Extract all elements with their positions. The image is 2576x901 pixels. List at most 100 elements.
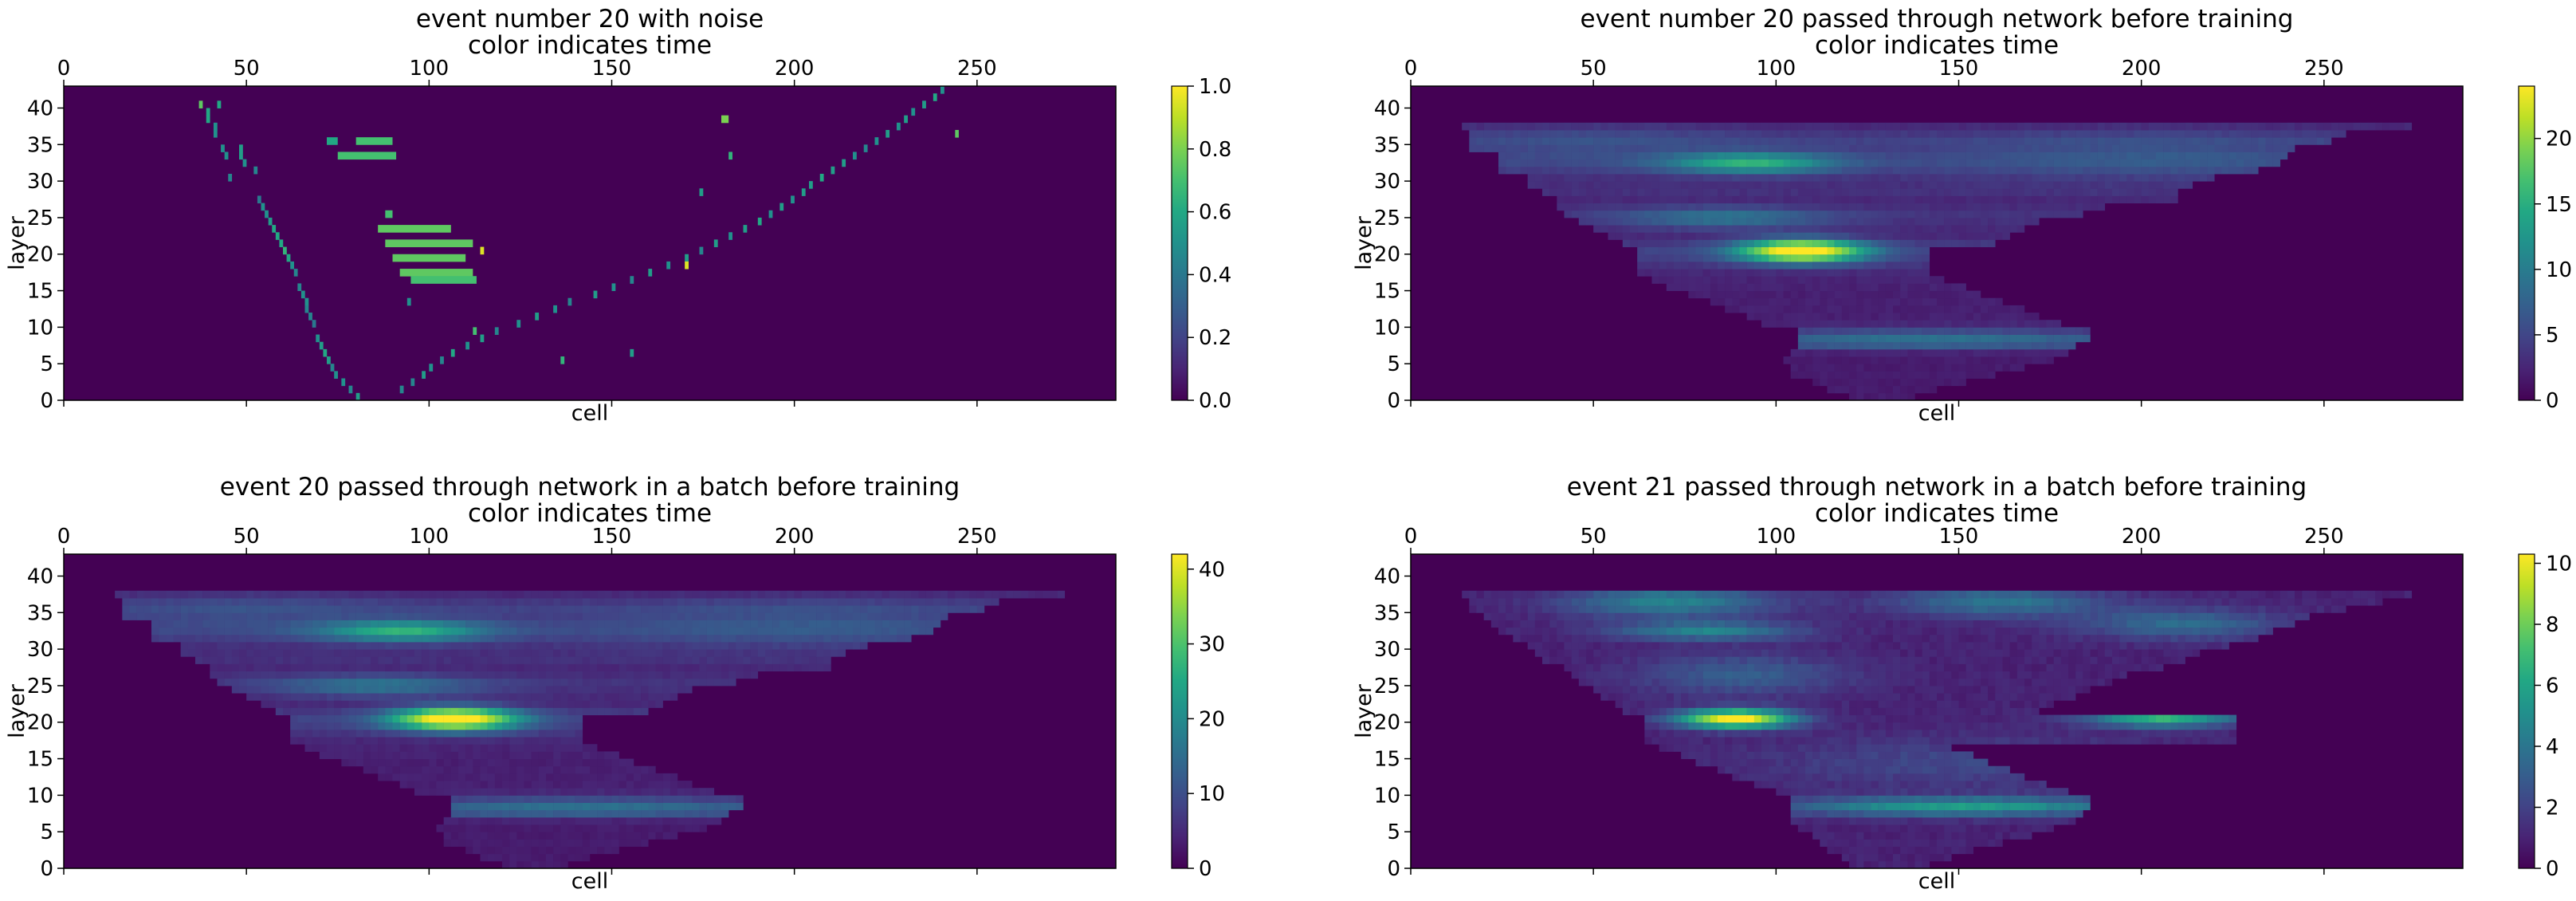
- heatmap-cell: [2104, 144, 2113, 152]
- heatmap-cell: [1586, 173, 1594, 182]
- heatmap-cell: [1776, 144, 1784, 152]
- heatmap-cell: [1681, 217, 1689, 226]
- heatmap-cell: [429, 788, 437, 796]
- heatmap-cell: [465, 781, 473, 789]
- heatmap-cell: [1797, 232, 1806, 240]
- heatmap-cell: [575, 758, 583, 767]
- heatmap-cell: [1929, 348, 1938, 357]
- heatmap-cell: [2097, 195, 2106, 204]
- heatmap-cell: [1769, 188, 1777, 196]
- heatmap-cell: [1688, 232, 1696, 240]
- heatmap-cell: [1695, 144, 1703, 152]
- heatmap-cell: [1790, 173, 1799, 182]
- heatmap-cell: [575, 641, 583, 650]
- heatmap-cell: [195, 590, 203, 599]
- heatmap-cell: [567, 590, 575, 599]
- heatmap-cell: [2134, 181, 2142, 189]
- heatmap-cell: [655, 634, 663, 643]
- heatmap-cell: [465, 816, 473, 825]
- heatmap-cell: [618, 816, 627, 825]
- heatmap-cell: [480, 634, 488, 643]
- heatmap-cell: [1841, 846, 1850, 855]
- heatmap-cell: [422, 634, 430, 643]
- heatmap-cell: [1739, 217, 1747, 226]
- heatmap-cell: [327, 649, 335, 657]
- heatmap-cell: [1878, 816, 1887, 825]
- heatmap-cell: [2170, 166, 2178, 175]
- heatmap-cell: [662, 634, 671, 643]
- heatmap-cell: [392, 254, 466, 262]
- heatmap-cell: [502, 809, 510, 818]
- heatmap-cell: [422, 758, 430, 767]
- heatmap-cell: [429, 590, 437, 599]
- heatmap-cell: [487, 707, 496, 716]
- heatmap-cell: [224, 151, 229, 160]
- heatmap-cell: [553, 627, 561, 635]
- heatmap-cell: [1849, 824, 1857, 832]
- heatmap-cell: [626, 809, 634, 818]
- heatmap-cell: [1827, 334, 1835, 343]
- heatmap-cell: [597, 700, 605, 708]
- heatmap-cell: [1922, 320, 1930, 328]
- heatmap-cell: [582, 816, 591, 825]
- heatmap-cell: [166, 634, 174, 643]
- heatmap-cell: [1907, 254, 1915, 262]
- heatmap-cell: [1651, 122, 1659, 131]
- heatmap-cell: [392, 671, 400, 679]
- plot-frame: [63, 553, 1117, 869]
- heatmap-cell: [275, 649, 284, 657]
- heatmap-cell: [1863, 217, 1871, 226]
- heatmap-cell: [1878, 371, 1887, 379]
- heatmap-cell: [2002, 217, 2010, 226]
- heatmap-cell: [1871, 210, 1879, 218]
- heatmap-cell: [2112, 137, 2120, 145]
- x-tick-label: 250: [957, 57, 997, 81]
- heatmap-cell: [450, 744, 459, 752]
- heatmap-cell: [1776, 173, 1784, 182]
- heatmap-cell: [1637, 254, 1645, 262]
- heatmap-cell: [363, 678, 371, 687]
- heatmap-cell: [473, 846, 481, 855]
- heatmap-cell: [253, 597, 261, 606]
- heatmap-cell: [436, 781, 444, 789]
- heatmap-cell: [531, 649, 540, 657]
- heatmap-cell: [516, 846, 524, 855]
- heatmap-cell: [567, 671, 575, 679]
- heatmap-cell: [436, 729, 444, 738]
- heatmap-cell: [1769, 195, 1777, 204]
- heatmap-cell: [1907, 210, 1915, 218]
- heatmap-cell: [655, 693, 663, 701]
- heatmap-cell: [611, 788, 619, 796]
- heatmap-cell: [1914, 203, 1922, 211]
- heatmap-cell: [779, 590, 787, 599]
- heatmap-cell: [2002, 129, 2010, 138]
- heatmap-cell: [180, 641, 189, 650]
- heatmap-cell: [1739, 232, 1747, 240]
- heatmap-cell: [1615, 144, 1624, 152]
- heatmap-cell: [984, 590, 992, 599]
- heatmap-cell: [692, 824, 700, 832]
- heatmap-cell: [450, 590, 459, 599]
- heatmap-cell: [297, 737, 305, 745]
- heatmap-cell: [809, 620, 817, 628]
- heatmap-cell: [319, 671, 328, 679]
- heatmap-cell: [2104, 173, 2113, 182]
- heatmap-cell: [1739, 129, 1747, 138]
- heatmap-cell: [1893, 341, 1901, 350]
- heatmap-cell: [1900, 181, 1908, 189]
- heatmap-cell: [1937, 195, 1945, 204]
- heatmap-cell: [721, 634, 729, 643]
- heatmap-cell: [757, 620, 766, 628]
- heatmap-cell: [1790, 122, 1799, 131]
- heatmap-cell: [487, 758, 496, 767]
- heatmap-cell: [502, 860, 510, 868]
- heatmap-cell: [1951, 348, 1959, 357]
- heatmap-cell: [1746, 254, 1755, 262]
- heatmap-cell: [1914, 313, 1922, 321]
- heatmap-cell: [809, 597, 817, 606]
- heatmap-cell: [801, 649, 810, 657]
- heatmap-cell: [794, 620, 803, 628]
- heatmap-cell: [1958, 356, 1966, 364]
- heatmap-cell: [450, 781, 459, 789]
- heatmap-cell: [648, 765, 656, 774]
